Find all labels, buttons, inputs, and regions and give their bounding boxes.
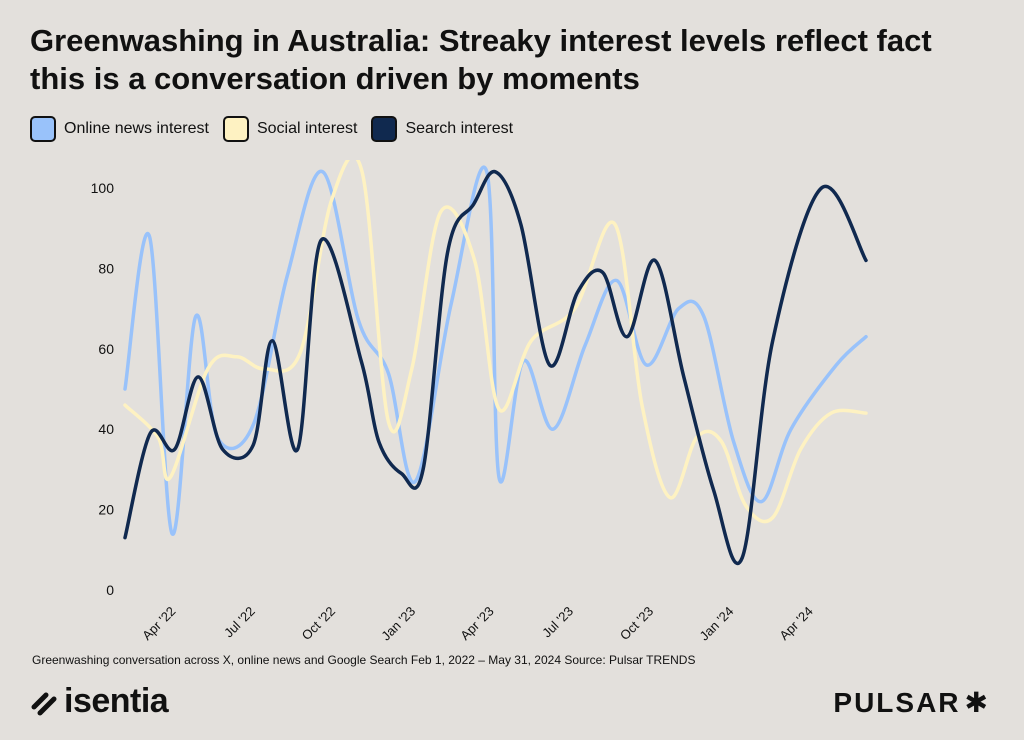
isentia-logo-text: isentia xyxy=(64,682,169,720)
pulsar-logo-text: PULSAR xyxy=(833,686,961,718)
series-line-search xyxy=(123,170,868,566)
y-tick-label: 40 xyxy=(98,421,114,437)
x-tick-label: Apr '23 xyxy=(457,604,496,643)
legend-label-social: Social interest xyxy=(256,120,358,137)
y-tick-label: 100 xyxy=(91,180,115,196)
legend-item-social[interactable]: Social interest xyxy=(222,116,358,142)
pulsar-logo: PULSAR ✱ xyxy=(833,686,990,719)
y-tick-label: 20 xyxy=(98,502,114,518)
chart-legend: Online news interest Social interest Sea… xyxy=(30,116,527,142)
legend-item-search[interactable]: Search interest xyxy=(371,116,513,142)
x-tick-label: Oct '22 xyxy=(299,604,338,643)
y-tick-label: 60 xyxy=(98,341,114,357)
legend-label-online-news: Online news interest xyxy=(64,120,209,137)
chart-title-line-2: this is a conversation driven by moments xyxy=(30,61,640,96)
x-tick-label: Apr '24 xyxy=(776,604,815,643)
x-tick-label: Jul '23 xyxy=(539,604,576,641)
x-tick-label: Jan '23 xyxy=(378,604,418,644)
y-tick-label: 0 xyxy=(106,582,114,598)
series-layer xyxy=(123,160,868,566)
legend-item-online-news[interactable]: Online news interest xyxy=(30,116,209,142)
x-axis: Apr '22 Jul '22 Oct '22 Jan '23 Apr '23 Jul '… xyxy=(139,604,816,644)
line-chart: 0 20 40 60 80 100 Apr '22 Jul '22 Oct '22 Jan '2… xyxy=(91,160,868,644)
x-tick-label: Apr '22 xyxy=(139,604,178,643)
chart-title: Greenwashing in Australia: Streaky inter… xyxy=(30,22,990,98)
y-axis: 0 20 40 60 80 100 xyxy=(91,180,115,598)
x-tick-label: Jan '24 xyxy=(697,604,737,644)
x-tick-label: Oct '23 xyxy=(617,604,656,643)
footnote: Greenwashing conversation across X, onli… xyxy=(32,653,696,667)
chart-title-line-1: Greenwashing in Australia: Streaky inter… xyxy=(30,23,932,58)
isentia-logo: isentia xyxy=(28,682,169,721)
isentia-logo-icon xyxy=(31,692,57,715)
series-line-social xyxy=(123,160,868,524)
asterisk-icon: ✱ xyxy=(964,687,990,718)
x-tick-label: Jul '22 xyxy=(221,604,258,641)
legend-label-search: Search interest xyxy=(405,120,514,137)
legend-swatch-social xyxy=(222,116,249,142)
series-line-online-news xyxy=(123,165,868,536)
legend-swatch-search xyxy=(371,116,398,142)
legend-swatch-online-news xyxy=(30,116,56,142)
y-tick-label: 80 xyxy=(98,260,114,276)
